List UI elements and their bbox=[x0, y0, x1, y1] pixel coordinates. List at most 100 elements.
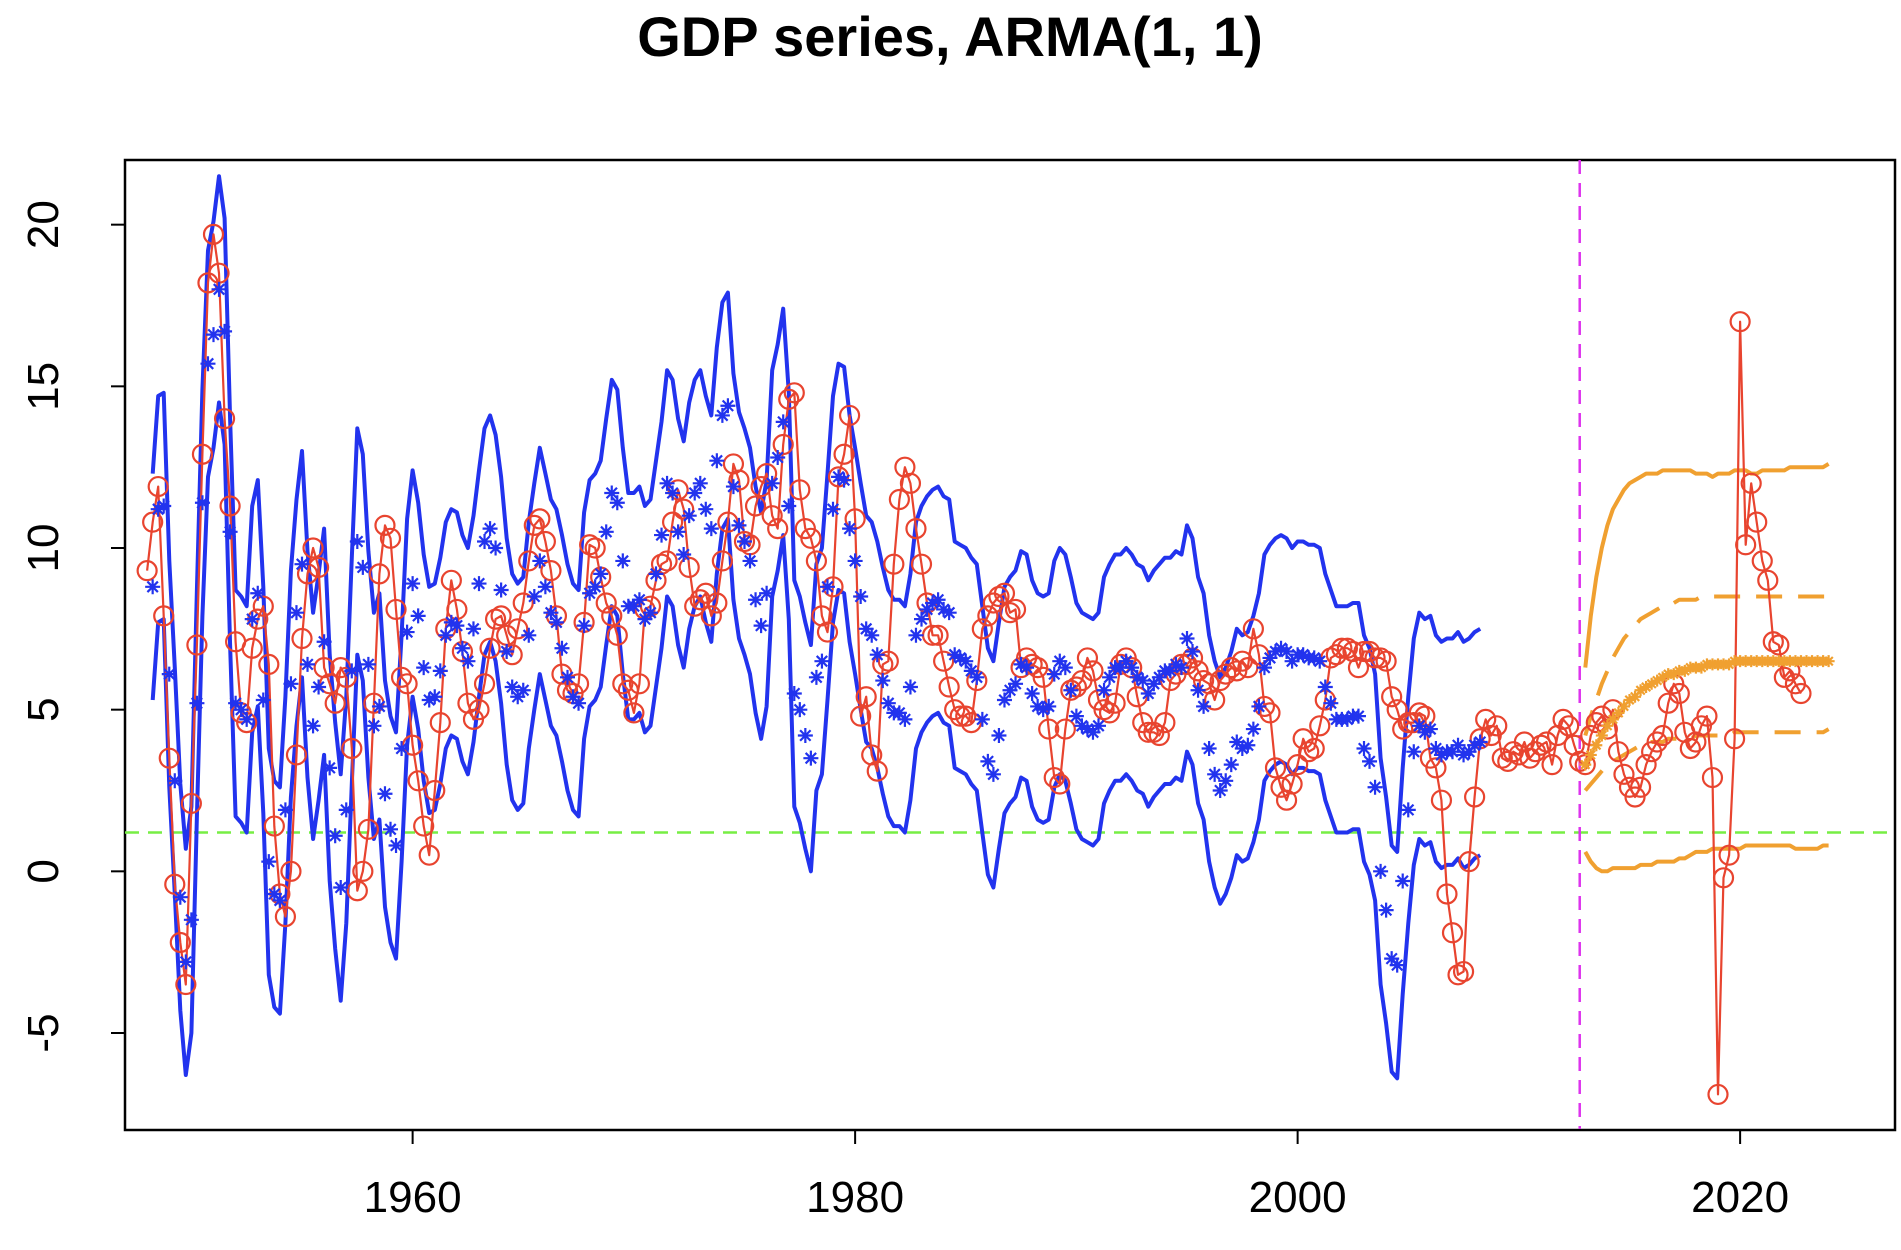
forecast-point bbox=[1723, 658, 1736, 671]
forecast-point bbox=[1612, 706, 1625, 719]
fitted-point bbox=[676, 546, 692, 562]
fitted-point bbox=[288, 605, 304, 621]
fitted-point bbox=[1417, 724, 1433, 740]
fitted-point bbox=[1251, 698, 1267, 714]
observed-point bbox=[1032, 666, 1054, 688]
fitted-point bbox=[1389, 957, 1405, 973]
forecast-interval-95-lower-line bbox=[1583, 843, 1829, 874]
observed-point bbox=[673, 498, 695, 520]
forecast-point bbox=[1617, 700, 1630, 713]
observed-point bbox=[883, 553, 905, 575]
forecast-point bbox=[1579, 758, 1592, 771]
forecast-point bbox=[1590, 739, 1603, 752]
fitted-point bbox=[565, 689, 581, 705]
fitted-point bbox=[847, 553, 863, 569]
fitted-point bbox=[797, 728, 813, 744]
observed-point bbox=[396, 673, 418, 695]
observed-point bbox=[1558, 715, 1580, 737]
fitted-point bbox=[537, 579, 553, 595]
observed-point bbox=[1386, 699, 1408, 721]
observed-point bbox=[1038, 718, 1060, 740]
fitted-point bbox=[272, 892, 288, 908]
observed-point bbox=[374, 514, 396, 536]
observed-point bbox=[838, 404, 861, 427]
fitted-point bbox=[1024, 686, 1040, 701]
fitted-point bbox=[615, 553, 631, 569]
fitted-point bbox=[405, 576, 421, 592]
observed-point bbox=[1762, 631, 1784, 653]
observed-point bbox=[971, 618, 993, 640]
fitted-point bbox=[648, 566, 664, 582]
fitted-point bbox=[1085, 724, 1101, 740]
fitted-point bbox=[1218, 773, 1234, 789]
observed-point bbox=[1425, 757, 1447, 779]
observed-point bbox=[429, 711, 451, 734]
observed-point bbox=[711, 550, 733, 572]
observed-point bbox=[850, 705, 872, 727]
fitted-point bbox=[222, 524, 238, 540]
fitted-point bbox=[659, 475, 675, 491]
forecast-point bbox=[1634, 684, 1647, 697]
fitted-point bbox=[316, 634, 332, 650]
observed-point bbox=[219, 495, 241, 517]
fitted-point bbox=[366, 718, 382, 734]
observed-point bbox=[567, 673, 590, 695]
forecast-point bbox=[1623, 693, 1636, 706]
fitted-point bbox=[255, 692, 271, 708]
fitted-point bbox=[504, 679, 520, 695]
observed-point bbox=[1718, 844, 1740, 866]
observed-point bbox=[1215, 663, 1237, 685]
fitted-point bbox=[1030, 698, 1046, 714]
observed-point bbox=[1281, 773, 1303, 795]
fitted-point bbox=[416, 660, 432, 676]
fitted-point bbox=[150, 501, 166, 517]
observed-point bbox=[1076, 647, 1099, 669]
fitted-point bbox=[1096, 682, 1112, 698]
fitted-point bbox=[1367, 779, 1383, 795]
observed-point bbox=[744, 495, 767, 517]
fitted-point bbox=[421, 692, 437, 708]
observed-point bbox=[767, 517, 789, 540]
observed-point bbox=[938, 676, 960, 698]
fitted-point bbox=[880, 695, 896, 711]
fitted-point bbox=[925, 595, 941, 611]
observed-point bbox=[700, 605, 722, 627]
observed-point bbox=[999, 602, 1021, 624]
fitted-interval-lower-line bbox=[150, 400, 1482, 1081]
fitted-point bbox=[1173, 660, 1189, 676]
fitted-point bbox=[1433, 747, 1449, 763]
observed-point bbox=[346, 880, 368, 902]
fitted-point bbox=[1229, 734, 1245, 750]
fitted-point bbox=[803, 750, 819, 766]
fitted-point bbox=[438, 627, 454, 643]
observed-point bbox=[1381, 686, 1403, 708]
observed-point bbox=[307, 556, 330, 579]
fitted-point bbox=[1135, 673, 1151, 689]
observed-point bbox=[407, 770, 429, 792]
observed-point bbox=[595, 592, 617, 614]
observed-point bbox=[379, 527, 402, 549]
fitted-point bbox=[1240, 737, 1256, 753]
observed-point bbox=[601, 605, 623, 627]
observed-point bbox=[424, 779, 446, 802]
fitted-point bbox=[333, 880, 349, 895]
series-forecast-interval-95-upper bbox=[1583, 462, 1830, 668]
observed-point bbox=[772, 433, 794, 456]
observed-point bbox=[1519, 747, 1541, 769]
fitted-point bbox=[980, 753, 996, 769]
observed-point bbox=[1712, 867, 1735, 889]
forecast-point bbox=[1645, 677, 1658, 690]
observed-point bbox=[1430, 789, 1453, 811]
fitted-point bbox=[631, 592, 647, 608]
fitted-point bbox=[355, 559, 371, 575]
forecast-interval-80-lower-line bbox=[1583, 727, 1830, 792]
observed-point bbox=[933, 650, 955, 672]
fitted-point bbox=[1245, 721, 1261, 737]
fitted-point bbox=[770, 449, 786, 465]
fitted-point bbox=[742, 553, 758, 569]
observed-point bbox=[816, 621, 839, 643]
observed-point bbox=[617, 679, 639, 701]
fitted-point bbox=[1179, 631, 1195, 647]
observed-point bbox=[402, 734, 424, 756]
observed-point bbox=[285, 744, 308, 766]
